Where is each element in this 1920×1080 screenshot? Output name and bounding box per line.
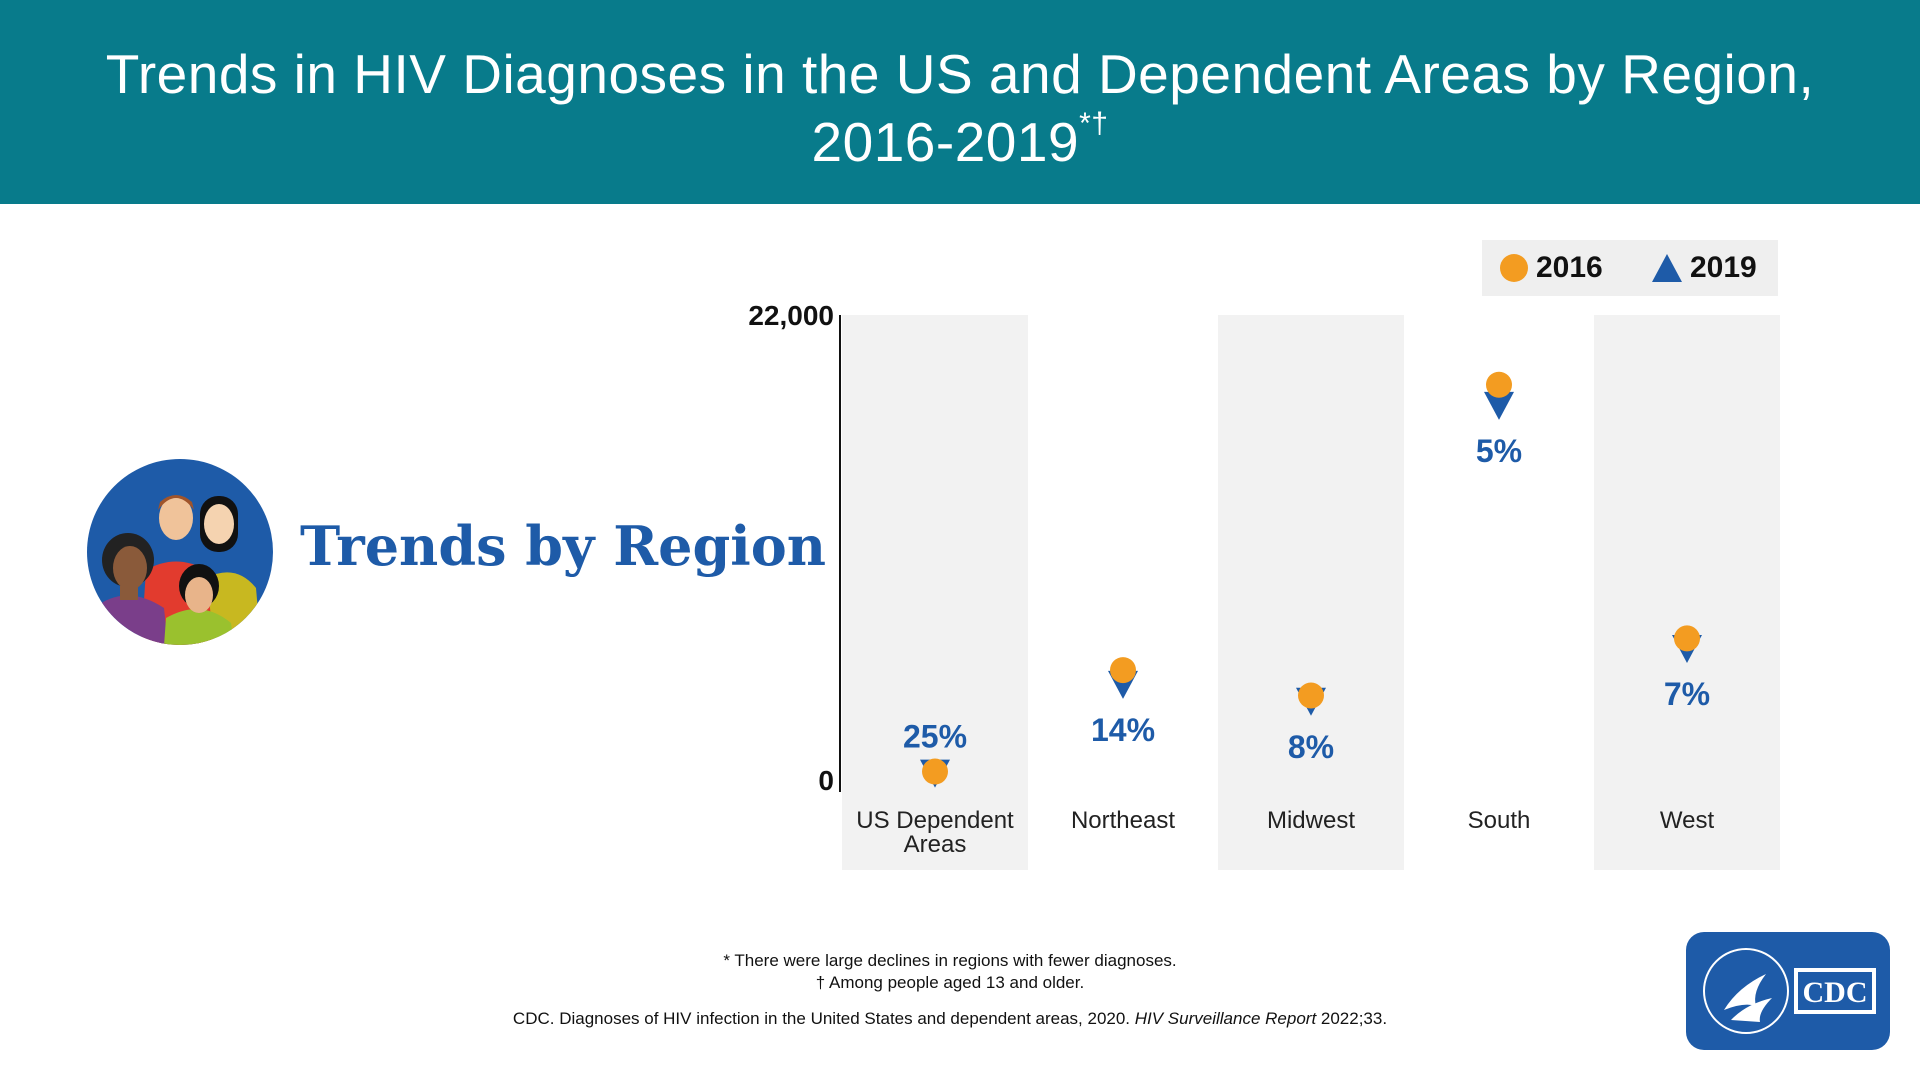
marker-2016 — [1110, 657, 1136, 684]
title-footnote-marks: *† — [1079, 107, 1109, 140]
x-category-label: West — [1660, 807, 1715, 834]
footnote-2: † Among people aged 13 and older. — [815, 973, 1085, 992]
x-category-label: US Dependent — [856, 807, 1014, 834]
cdc-logo-text: CDC — [1803, 976, 1868, 1009]
section-label: Trends by Region — [300, 514, 826, 578]
marker-2019 — [1484, 391, 1514, 420]
legend-label-2016: 2016 — [1536, 251, 1603, 284]
chart-title: Trends in HIV Diagnoses in the US and De… — [0, 40, 1920, 176]
source-citation: CDC. Diagnoses of HIV infection in the U… — [400, 1008, 1500, 1030]
marker-2016 — [1298, 682, 1324, 709]
percent-change-label: 25% — [903, 719, 967, 755]
percent-change-label: 8% — [1288, 729, 1334, 765]
source-suffix: 2022;33. — [1316, 1009, 1388, 1028]
marker-2016 — [922, 758, 948, 785]
marker-2016 — [1674, 625, 1700, 652]
triangle-marker-icon — [1652, 254, 1682, 282]
legend-item-2019: 2019 — [1652, 240, 1757, 296]
y-tick-label: 0 — [818, 765, 834, 796]
x-category-label: Northeast — [1071, 807, 1175, 834]
x-category-label: Midwest — [1267, 807, 1355, 834]
column-band — [1218, 315, 1404, 870]
legend-label-2019: 2019 — [1690, 251, 1757, 284]
title-line-2: 2016-2019*† — [0, 108, 1920, 176]
x-category-label: South — [1468, 807, 1531, 834]
circle-marker-icon — [1500, 254, 1528, 282]
x-category-label: Areas — [904, 831, 967, 858]
cdc-logo: CDC — [1686, 932, 1890, 1050]
footnote-1: * There were large declines in regions w… — [723, 951, 1177, 970]
y-tick-label: 22,000 — [748, 300, 834, 331]
legend-item-2016: 2016 — [1500, 240, 1603, 296]
source-italic: HIV Surveillance Report — [1134, 1009, 1317, 1028]
header-banner: Trends in HIV Diagnoses in the US and De… — [0, 0, 1920, 204]
source-prefix: CDC. Diagnoses of HIV infection in the U… — [512, 1009, 1135, 1028]
people-group-icon — [86, 458, 274, 646]
title-years: 2016-2019 — [811, 111, 1080, 173]
footnotes: * There were large declines in regions w… — [400, 950, 1500, 1030]
legend: 2016 2019 — [1482, 240, 1778, 296]
column-band — [1594, 315, 1780, 870]
title-line-1: Trends in HIV Diagnoses in the US and De… — [105, 43, 1815, 105]
marker-2016 — [1486, 371, 1512, 398]
percent-change-label: 5% — [1476, 433, 1522, 469]
percent-change-label: 14% — [1091, 712, 1155, 748]
percent-change-label: 7% — [1664, 676, 1710, 712]
